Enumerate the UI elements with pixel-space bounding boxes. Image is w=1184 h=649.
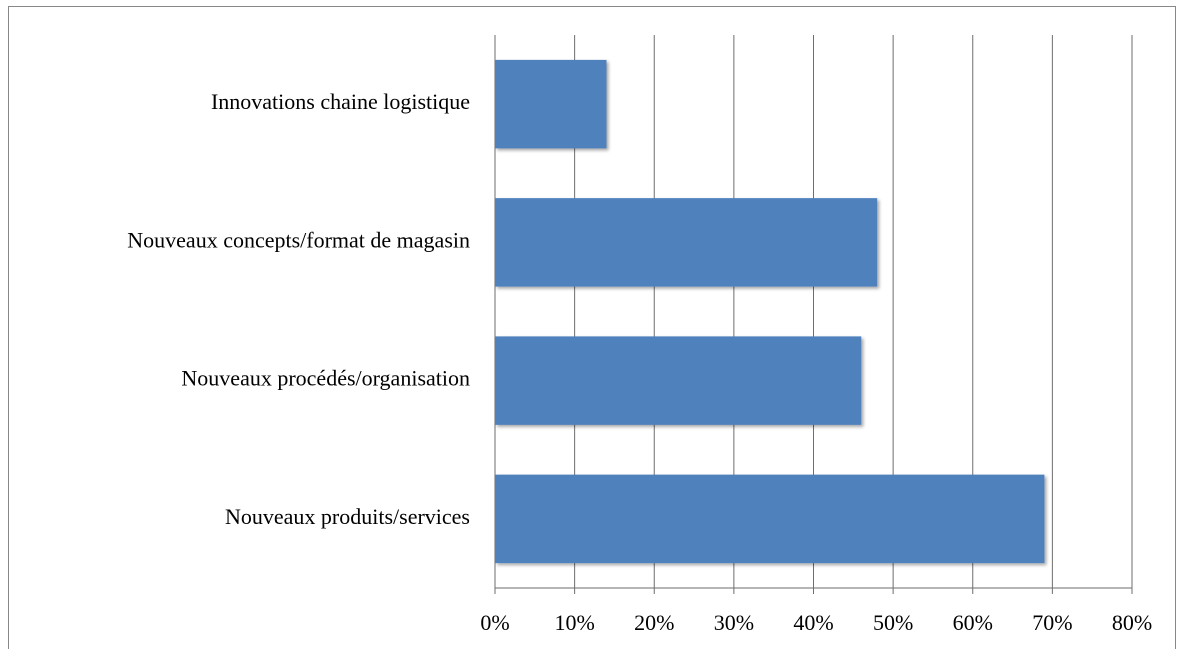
y-tick-label: Nouveaux procédés/organisation <box>181 366 470 391</box>
x-tick-label: 10% <box>554 610 594 635</box>
bar <box>495 336 862 425</box>
bar <box>495 474 1045 564</box>
x-tick-label: 0% <box>480 610 509 635</box>
y-tick-label: Innovations chaine logistique <box>211 89 470 114</box>
y-tick-label: Nouveaux produits/services <box>225 504 470 529</box>
x-tick-label: 80% <box>1112 610 1152 635</box>
bar <box>495 59 607 149</box>
chart-frame <box>8 6 1176 649</box>
y-tick-label: Nouveaux concepts/format de magasin <box>127 227 470 252</box>
x-tick-label: 60% <box>953 610 993 635</box>
x-tick-label: 70% <box>1032 610 1072 635</box>
x-tick-label: 50% <box>873 610 913 635</box>
x-tick-label: 20% <box>634 610 674 635</box>
x-tick-label: 40% <box>793 610 833 635</box>
x-tick-label: 30% <box>714 610 754 635</box>
bar <box>495 198 878 287</box>
